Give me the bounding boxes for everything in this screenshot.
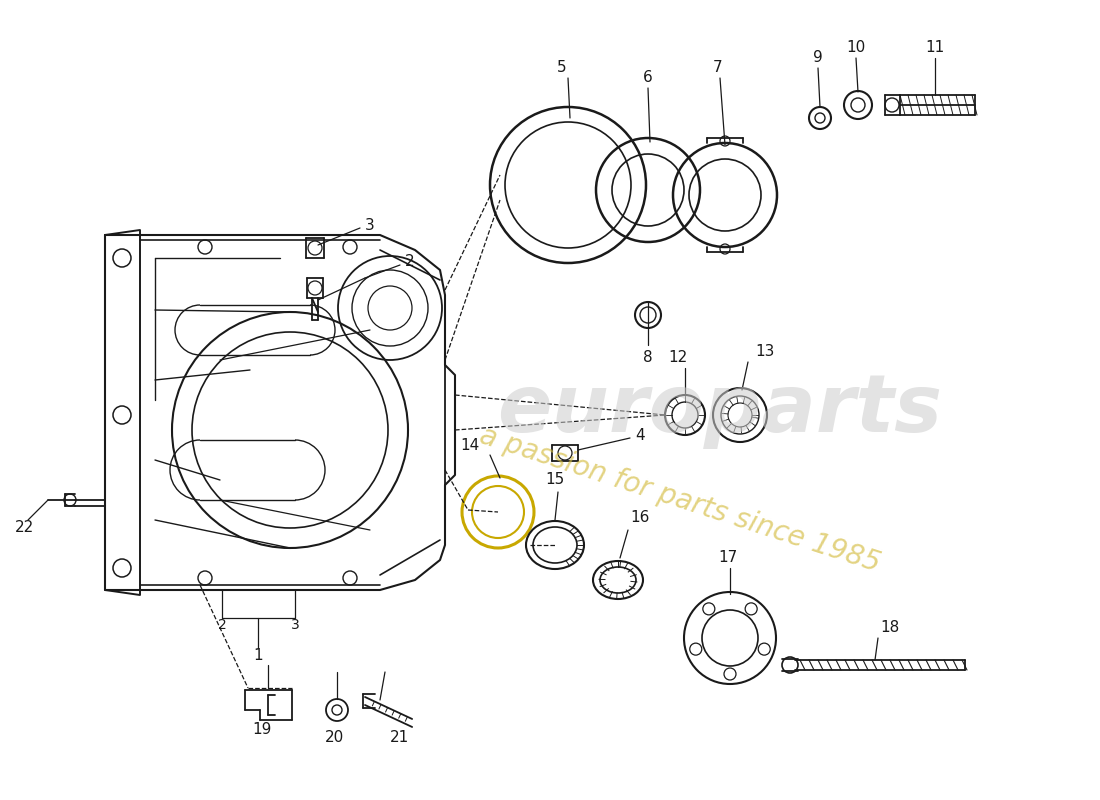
Text: europarts: europarts: [497, 371, 943, 449]
Text: 11: 11: [925, 41, 945, 55]
Text: 4: 4: [635, 427, 645, 442]
Text: 7: 7: [713, 61, 723, 75]
Text: 13: 13: [755, 345, 774, 359]
Text: 2: 2: [405, 254, 415, 270]
Text: 1: 1: [253, 647, 263, 662]
Text: 14: 14: [461, 438, 480, 453]
Text: 12: 12: [669, 350, 688, 366]
Text: 21: 21: [390, 730, 409, 746]
Text: 10: 10: [846, 41, 866, 55]
Text: 17: 17: [718, 550, 738, 566]
Text: 3: 3: [365, 218, 375, 233]
Text: 9: 9: [813, 50, 823, 66]
Text: 2: 2: [218, 618, 227, 632]
Text: a passion for parts since 1985: a passion for parts since 1985: [476, 422, 884, 578]
Text: 3: 3: [290, 618, 299, 632]
Text: 22: 22: [15, 521, 34, 535]
Text: 18: 18: [880, 621, 900, 635]
Text: 5: 5: [558, 61, 566, 75]
Text: 20: 20: [326, 730, 344, 746]
Text: 15: 15: [546, 473, 564, 487]
Text: 6: 6: [644, 70, 653, 86]
Text: 8: 8: [644, 350, 652, 366]
Text: 19: 19: [252, 722, 272, 738]
Text: 16: 16: [630, 510, 649, 526]
